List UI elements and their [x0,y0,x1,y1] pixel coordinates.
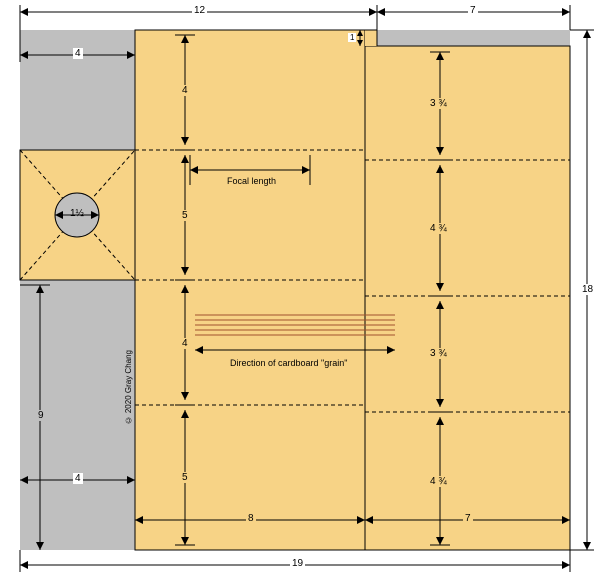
dim-right-18: 18 [580,284,595,295]
dim-circle: 1½ [68,208,86,219]
dim-bottom-7: 7 [463,513,473,524]
grain-label: Direction of cardboard "grain" [228,358,349,368]
diagram-canvas: 12 7 1 4 1½ 9 4 4 5 4 5 3 ¾ 4 ¾ 3 ¾ 4 ¾ … [0,0,600,578]
dim-right-475b: 4 ¾ [428,476,449,487]
dim-left-4-top: 4 [73,48,83,59]
focal-length-label: Focal length [225,176,278,186]
dim-notch-1: 1 [348,33,356,42]
dim-right-475a: 4 ¾ [428,223,449,234]
dim-right-375a: 3 ¾ [428,98,449,109]
dim-mid-5b: 5 [180,472,190,483]
dim-right-375b: 3 ¾ [428,348,449,359]
copyright-label: © 2020 Gray Chang [124,350,133,424]
dim-left-9: 9 [36,410,46,421]
dim-bottom-19: 19 [290,558,305,569]
pattern-svg [0,0,600,578]
dim-mid-5a: 5 [180,210,190,221]
dim-top-7: 7 [468,5,478,16]
dim-mid-4b: 4 [180,338,190,349]
dim-top-12: 12 [192,5,207,16]
dim-left-4-bottom: 4 [73,473,83,484]
dim-bottom-8: 8 [246,513,256,524]
dim-mid-4a: 4 [180,85,190,96]
